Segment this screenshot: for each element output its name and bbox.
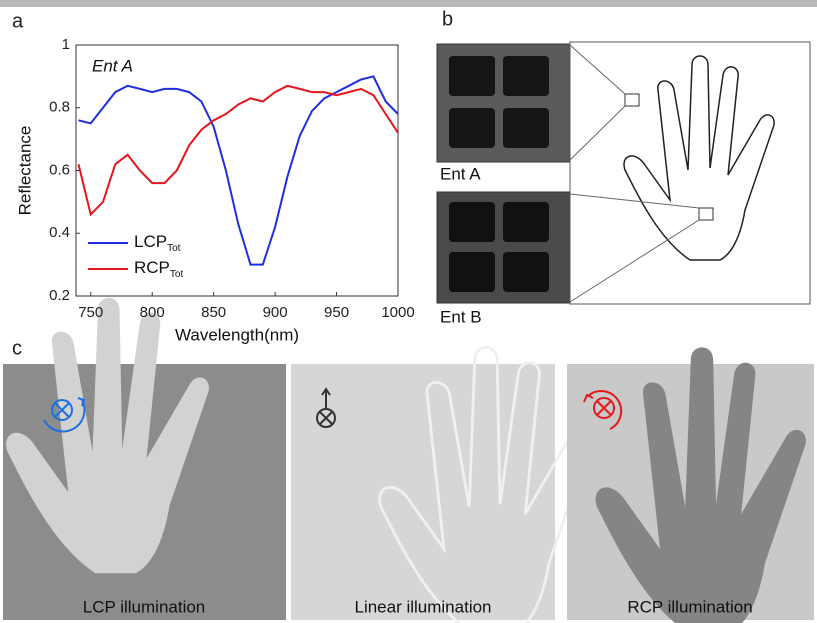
- caption: RCP illumination: [627, 597, 752, 616]
- hand-outline: [624, 56, 774, 260]
- sem-hole: [503, 108, 549, 148]
- panel-letter: b: [442, 8, 453, 30]
- figure: a b c Ent A Ent B LCP illumination Linea…: [0, 0, 817, 623]
- y-tick-label: 1: [62, 36, 70, 53]
- x-tick-label: 1000: [381, 304, 414, 321]
- x-tick-label: 850: [201, 304, 226, 321]
- sem-hole: [503, 202, 549, 242]
- sem-label: Ent A: [440, 164, 481, 183]
- caption: Linear illumination: [354, 597, 491, 616]
- zoom-box: [699, 208, 713, 220]
- x-tick-label: 900: [263, 304, 288, 321]
- annotation: Ent A: [92, 56, 133, 75]
- top-bar: [0, 0, 817, 7]
- page: a b c Ent A Ent B LCP illumination Linea…: [0, 0, 817, 623]
- legend-subscript: Tot: [167, 243, 181, 254]
- y-tick-label: 0.2: [49, 287, 70, 304]
- x-tick-label: 750: [78, 304, 103, 321]
- panel-letter: a: [12, 10, 24, 32]
- y-tick-label: 0.8: [49, 99, 70, 116]
- sample-frame: [570, 42, 810, 304]
- legend-subscript: Tot: [170, 269, 184, 280]
- x-tick-label: 800: [140, 304, 165, 321]
- panel-letter: c: [12, 337, 22, 359]
- legend-name: LCP: [134, 232, 167, 251]
- plot-frame: [76, 45, 398, 296]
- legend-name: RCP: [134, 258, 170, 277]
- sem-hole: [449, 202, 495, 242]
- sem-hole: [449, 108, 495, 148]
- sem-hole: [449, 252, 495, 292]
- y-tick-label: 0.6: [49, 161, 70, 178]
- x-tick-label: 950: [324, 304, 349, 321]
- y-tick-label: 0.4: [49, 224, 70, 241]
- zoom-line: [570, 45, 699, 302]
- sem-label: Ent B: [440, 307, 482, 326]
- sem-hole: [503, 56, 549, 96]
- sem-hole: [503, 252, 549, 292]
- zoom-box: [625, 94, 639, 106]
- caption: LCP illumination: [83, 597, 206, 616]
- y-axis-label: Reflectance: [15, 126, 34, 216]
- sem-hole: [449, 56, 495, 96]
- x-axis-label: Wavelength(nm): [175, 325, 299, 344]
